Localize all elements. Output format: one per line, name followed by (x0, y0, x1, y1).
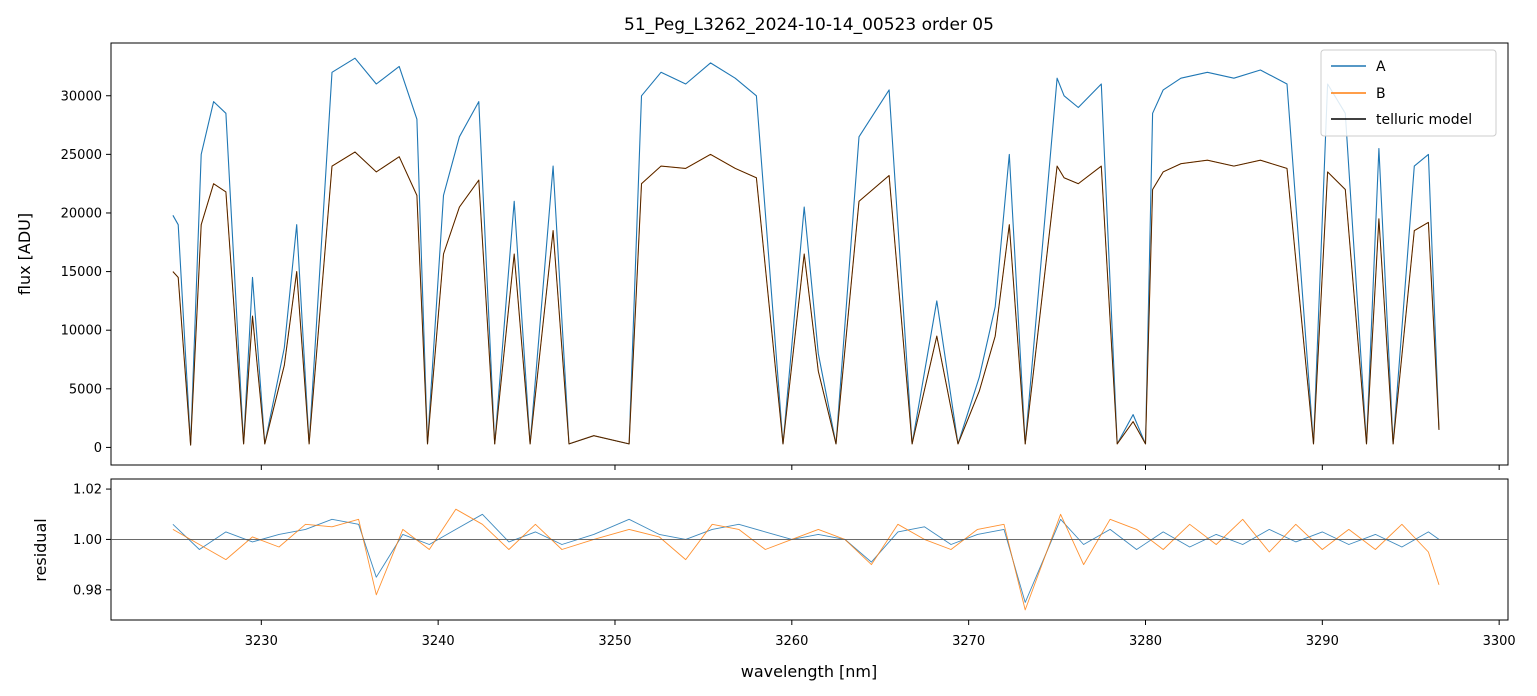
chart-title: 51_Peg_L3262_2024-10-14_00523 order 05 (624, 15, 994, 35)
residual-series-b (172, 508, 1440, 611)
flux-series-a (172, 57, 1440, 446)
flux-y-tick-label: 30000 (61, 89, 102, 104)
residual-series-group (172, 508, 1440, 611)
flux-series-group (172, 57, 1440, 446)
flux-y-tick-label: 15000 (61, 265, 102, 280)
x-tick-label: 3260 (775, 634, 808, 649)
residual-y-tick-label: 0.98 (73, 583, 102, 598)
x-tick-label: 3280 (1129, 634, 1162, 649)
legend-label-telluric: telluric model (1376, 112, 1472, 128)
flux-y-tick-label: 5000 (69, 382, 102, 397)
residual-y-axis-label: residual (31, 518, 50, 581)
legend-box (1320, 49, 1497, 137)
x-tick-label: 3240 (422, 634, 455, 649)
x-tick-label: 3300 (1483, 634, 1516, 649)
legend-label-a: A (1376, 59, 1386, 75)
legend: A B telluric model (1320, 49, 1497, 137)
flux-y-axis-label: flux [ADU] (15, 213, 34, 295)
x-tick-label: 3250 (598, 634, 631, 649)
flux-y-tick-label: 20000 (61, 206, 102, 221)
residual-panel: 0.98 1.00 1.02 3230 3240 3250 3260 3270 3280 329… (31, 478, 1516, 681)
x-axis-label: wavelength [nm] (741, 662, 878, 681)
residual-y-ticks: 0.98 1.00 1.02 (73, 483, 111, 598)
flux-y-tick-label: 0 (94, 441, 102, 456)
residual-y-tick-label: 1.00 (73, 533, 102, 548)
flux-y-tick-label: 10000 (61, 324, 102, 339)
flux-panel: 0 5000 10000 15000 20000 25000 30000 flux [ADU… (15, 42, 1509, 470)
residual-plot-frame (110, 478, 1509, 621)
x-tick-label: 3290 (1306, 634, 1339, 649)
flux-x-ticks (260, 465, 1500, 470)
residual-series-a (172, 513, 1440, 603)
residual-y-tick-label: 1.02 (73, 483, 102, 498)
legend-label-b: B (1376, 86, 1386, 102)
flux-y-ticks: 0 5000 10000 15000 20000 25000 30000 (61, 89, 111, 456)
x-tick-label: 3230 (245, 634, 278, 649)
flux-y-tick-label: 25000 (61, 148, 102, 163)
residual-x-ticks: 3230 3240 3250 3260 3270 3280 3290 3300 (245, 620, 1516, 649)
x-tick-label: 3270 (952, 634, 985, 649)
flux-series-telluric-model (172, 151, 1440, 446)
flux-plot-frame (110, 42, 1509, 466)
